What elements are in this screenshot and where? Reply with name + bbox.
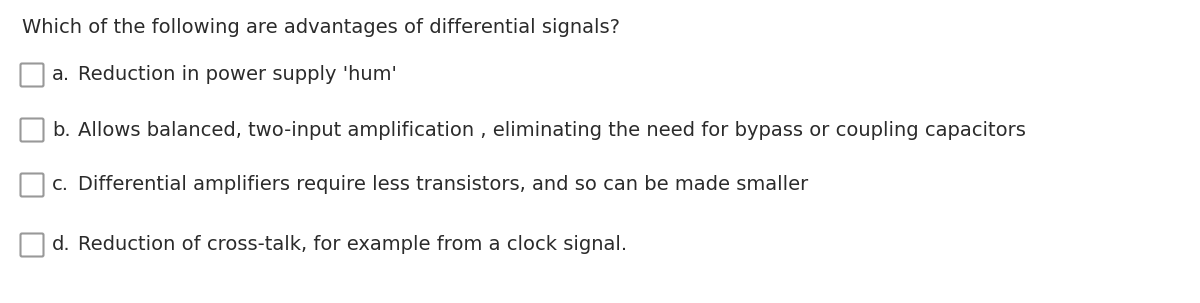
Text: Which of the following are advantages of differential signals?: Which of the following are advantages of… — [22, 18, 620, 37]
FancyBboxPatch shape — [20, 64, 43, 86]
Text: Reduction of cross-talk, for example from a clock signal.: Reduction of cross-talk, for example fro… — [78, 235, 628, 255]
Text: Differential amplifiers require less transistors, and so can be made smaller: Differential amplifiers require less tra… — [78, 175, 809, 195]
FancyBboxPatch shape — [20, 174, 43, 197]
Text: a.: a. — [52, 65, 70, 85]
FancyBboxPatch shape — [20, 234, 43, 257]
Text: b.: b. — [52, 121, 71, 139]
Text: Allows balanced, two-input amplification , eliminating the need for bypass or co: Allows balanced, two-input amplification… — [78, 121, 1026, 139]
FancyBboxPatch shape — [20, 118, 43, 142]
Text: c.: c. — [52, 175, 70, 195]
Text: d.: d. — [52, 235, 71, 255]
Text: Reduction in power supply 'hum': Reduction in power supply 'hum' — [78, 65, 397, 85]
